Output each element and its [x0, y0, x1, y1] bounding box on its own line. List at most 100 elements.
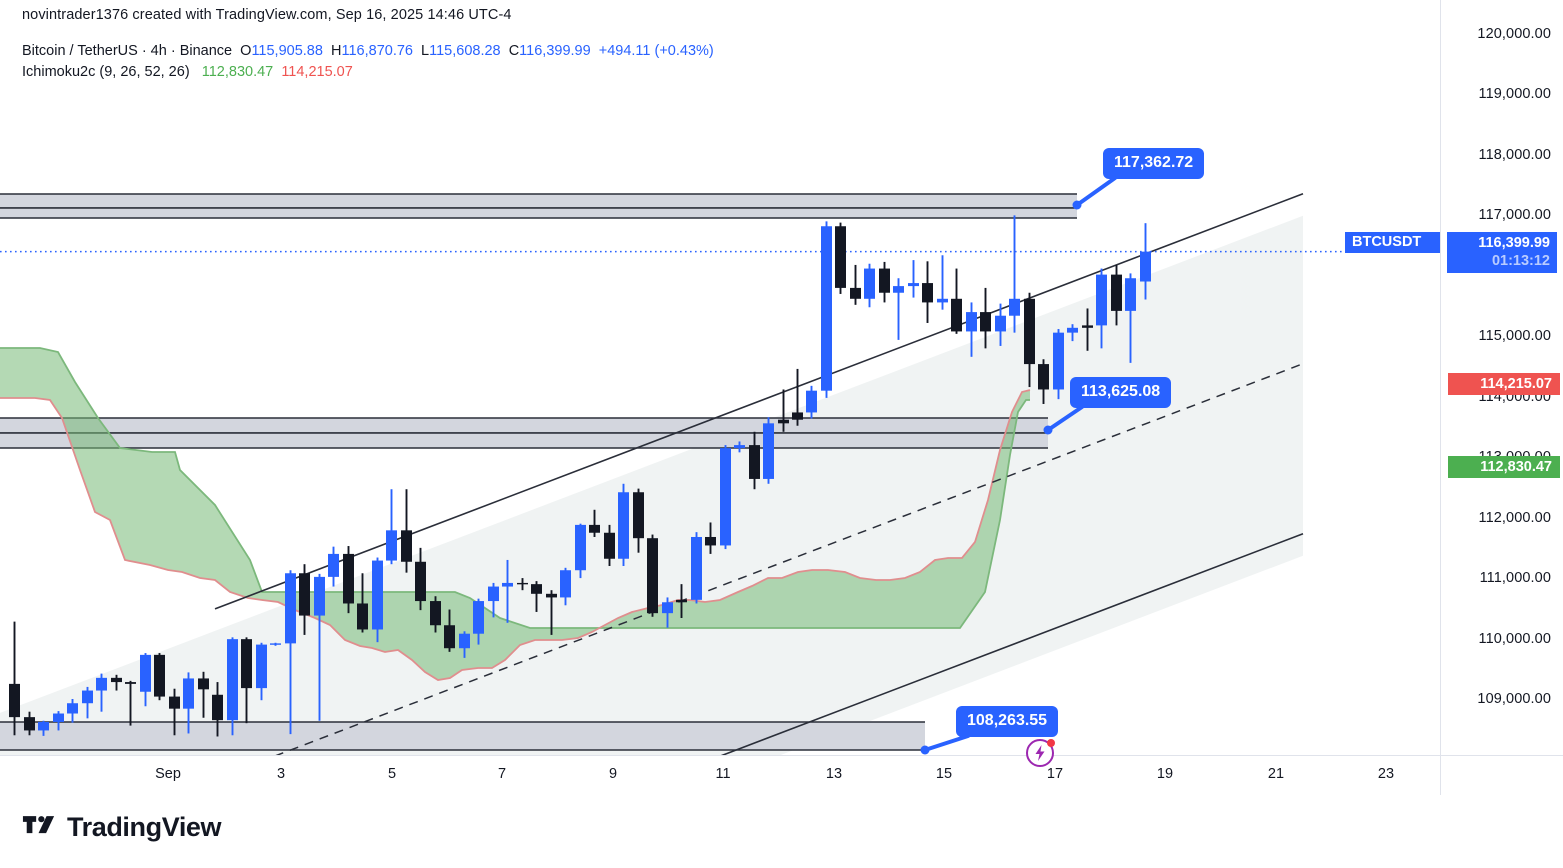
price-tick: 112,000.00 — [1478, 509, 1551, 526]
candlestick — [835, 222, 846, 294]
candlestick — [285, 570, 296, 735]
candlestick — [125, 680, 136, 726]
candlestick — [531, 581, 542, 612]
resistance-callout[interactable]: 117,362.72 — [1103, 148, 1205, 179]
time-tick: 5 — [387, 766, 397, 782]
candlestick — [53, 711, 64, 731]
time-axis-corner — [1440, 755, 1563, 795]
legend-open-label: O — [240, 43, 252, 59]
candlestick — [778, 389, 789, 432]
candlestick — [299, 564, 310, 635]
candlestick — [633, 488, 644, 553]
candlestick — [662, 597, 673, 628]
candlestick — [676, 584, 687, 618]
attribution-text: novintrader1376 created with TradingView… — [22, 7, 512, 23]
legend-low-label: L — [421, 43, 430, 59]
candlestick — [154, 653, 165, 701]
last-price-value: 116,399.99 — [1478, 234, 1550, 251]
candlestick — [517, 578, 528, 591]
candlestick — [386, 489, 397, 565]
candlestick — [792, 368, 803, 426]
candlestick — [9, 621, 20, 736]
candlestick — [980, 287, 991, 349]
candlestick — [589, 509, 600, 537]
candlestick — [1125, 273, 1136, 363]
candlestick — [111, 674, 122, 691]
candlestick — [560, 567, 571, 606]
candlestick — [604, 524, 615, 566]
legend-change: +494.11 (+0.43%) — [598, 43, 714, 59]
price-tick: 118,000.00 — [1478, 146, 1551, 163]
candlestick — [720, 445, 731, 550]
candlestick — [343, 546, 354, 614]
legend-indicator-row[interactable]: Ichimoku2c (9, 26, 52, 26) 112,830.47 11… — [22, 62, 714, 83]
candlestick — [1096, 268, 1107, 349]
candlestick — [401, 489, 412, 573]
candlestick — [24, 711, 35, 736]
time-tick: 15 — [935, 766, 953, 782]
chart-canvas — [0, 192, 1440, 755]
candlestick — [82, 686, 93, 719]
tradingview-footer: TradingView — [22, 812, 222, 843]
support-zone-lower — [0, 433, 1048, 448]
price-tick: 119,000.00 — [1478, 86, 1551, 103]
candlestick — [937, 255, 948, 310]
candlestick — [256, 642, 267, 701]
chart-legend: Bitcoin / TetherUS · 4h · Binance O115,9… — [22, 41, 714, 83]
time-tick: 19 — [1156, 766, 1174, 782]
legend-symbol-row[interactable]: Bitcoin / TetherUS · 4h · Binance O115,9… — [22, 41, 714, 62]
candlestick — [922, 261, 933, 323]
candlestick — [1038, 359, 1049, 404]
ticker-tag[interactable]: BTCUSDT — [1345, 231, 1440, 253]
bar-countdown: 01:13:12 — [1491, 252, 1550, 269]
candlestick — [1009, 215, 1020, 333]
time-tick: 7 — [497, 766, 507, 782]
candlestick — [879, 261, 890, 303]
candlestick — [734, 441, 745, 453]
candlestick — [328, 546, 339, 587]
candlestick — [314, 573, 325, 721]
candlestick — [415, 547, 426, 611]
time-tick: 23 — [1377, 766, 1395, 782]
price-axis[interactable]: 120,000.00 119,000.00 118,000.00 117,000.00… — [1440, 0, 1563, 755]
candlestick — [618, 483, 629, 566]
indicator-kijun-value: 114,215.07 — [281, 64, 353, 80]
candlestick — [951, 268, 962, 334]
candlestick — [227, 637, 238, 736]
candlestick — [821, 221, 832, 398]
price-tick: 110,000.00 — [1478, 630, 1551, 647]
last-price-box[interactable]: 116,399.99 01:13:12 — [1447, 231, 1557, 273]
chart-plot-area[interactable] — [0, 22, 1440, 755]
candlestick — [763, 417, 774, 484]
price-tick: 120,000.00 — [1477, 26, 1551, 42]
tenkan-price-label[interactable]: 112,830.47 — [1448, 456, 1560, 479]
candlestick — [806, 385, 817, 419]
price-tick: 109,000.00 — [1477, 691, 1551, 707]
time-tick: 9 — [608, 766, 618, 782]
candlestick — [96, 673, 107, 712]
kijun-price-label[interactable]: 114,215.07 — [1448, 372, 1560, 395]
candlestick — [995, 303, 1006, 346]
legend-open-value: 115,905.88 — [251, 43, 323, 59]
support-callout[interactable]: 113,625.08 — [1070, 377, 1172, 408]
candlestick — [357, 573, 368, 633]
legend-symbol[interactable]: Bitcoin / TetherUS · 4h · Binance — [22, 43, 233, 59]
ichimoku-cloud-fill — [0, 348, 1030, 680]
price-tick: 117,000.00 — [1478, 207, 1551, 224]
senkou-span-b-line — [0, 389, 1031, 681]
candlestick — [140, 653, 151, 707]
channel-lower-rail — [720, 532, 1304, 755]
candlestick — [575, 523, 586, 579]
time-tick: 17 — [1046, 766, 1064, 782]
candlestick — [372, 557, 383, 643]
indicator-title[interactable]: Ichimoku2c (9, 26, 52, 26) — [22, 64, 190, 80]
candlestick — [198, 671, 209, 718]
candlestick — [502, 559, 513, 623]
senkou-span-a-line — [0, 347, 1030, 629]
candlestick — [1140, 223, 1151, 300]
candlestick — [1053, 329, 1064, 400]
candlestick — [212, 682, 223, 737]
lower-zone-callout[interactable]: 108,263.55 — [956, 706, 1059, 737]
time-axis[interactable]: Sep 3 5 7 9 11 13 15 17 19 21 23 — [0, 755, 1440, 796]
candlestick — [546, 590, 557, 635]
